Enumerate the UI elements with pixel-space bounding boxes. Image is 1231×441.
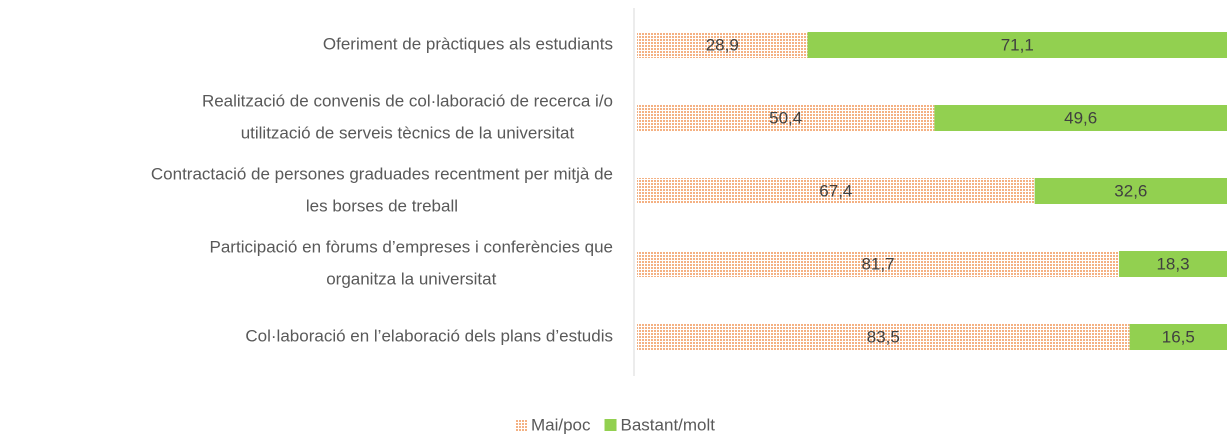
data-label: 83,5 bbox=[867, 327, 900, 346]
data-label: 71,1 bbox=[1001, 35, 1034, 54]
data-label: 67,4 bbox=[819, 181, 852, 200]
data-label: 81,7 bbox=[861, 254, 894, 273]
data-label: 16,5 bbox=[1162, 327, 1195, 346]
category-label: Oferiment de pràctiques als estudiants bbox=[323, 34, 613, 53]
category-label: organitza la universitat bbox=[326, 269, 496, 288]
bar-segment bbox=[637, 32, 808, 58]
bar-segment bbox=[1119, 251, 1227, 277]
bar-segment bbox=[637, 324, 1130, 350]
data-label: 28,9 bbox=[706, 35, 739, 54]
category-label: utilització de serveis tècnics de la uni… bbox=[241, 123, 575, 142]
category-label: Participació en fòrums d’empreses i conf… bbox=[210, 237, 613, 256]
bar-segment bbox=[637, 251, 1120, 277]
category-label: les borses de treball bbox=[306, 196, 458, 215]
data-label: 18,3 bbox=[1156, 254, 1189, 273]
bar-segment bbox=[637, 105, 935, 131]
bar-segment bbox=[1129, 324, 1227, 350]
bar-segment bbox=[934, 105, 1227, 131]
bar-segment bbox=[807, 32, 1227, 58]
legend-swatch bbox=[514, 419, 527, 431]
legend-label: Mai/poc bbox=[531, 415, 591, 434]
legend-label: Bastant/molt bbox=[621, 415, 716, 434]
data-label: 32,6 bbox=[1114, 181, 1147, 200]
bar-segment bbox=[1034, 178, 1227, 204]
data-label: 49,6 bbox=[1064, 108, 1097, 127]
category-label: Realització de convenis de col·laboració… bbox=[202, 91, 613, 110]
bar-segment bbox=[637, 178, 1035, 204]
legend-swatch bbox=[604, 419, 617, 431]
category-label: Col·laboració en l’elaboració dels plans… bbox=[245, 326, 613, 345]
category-label: Contractació de persones graduades recen… bbox=[151, 164, 613, 183]
data-label: 50,4 bbox=[769, 108, 802, 127]
